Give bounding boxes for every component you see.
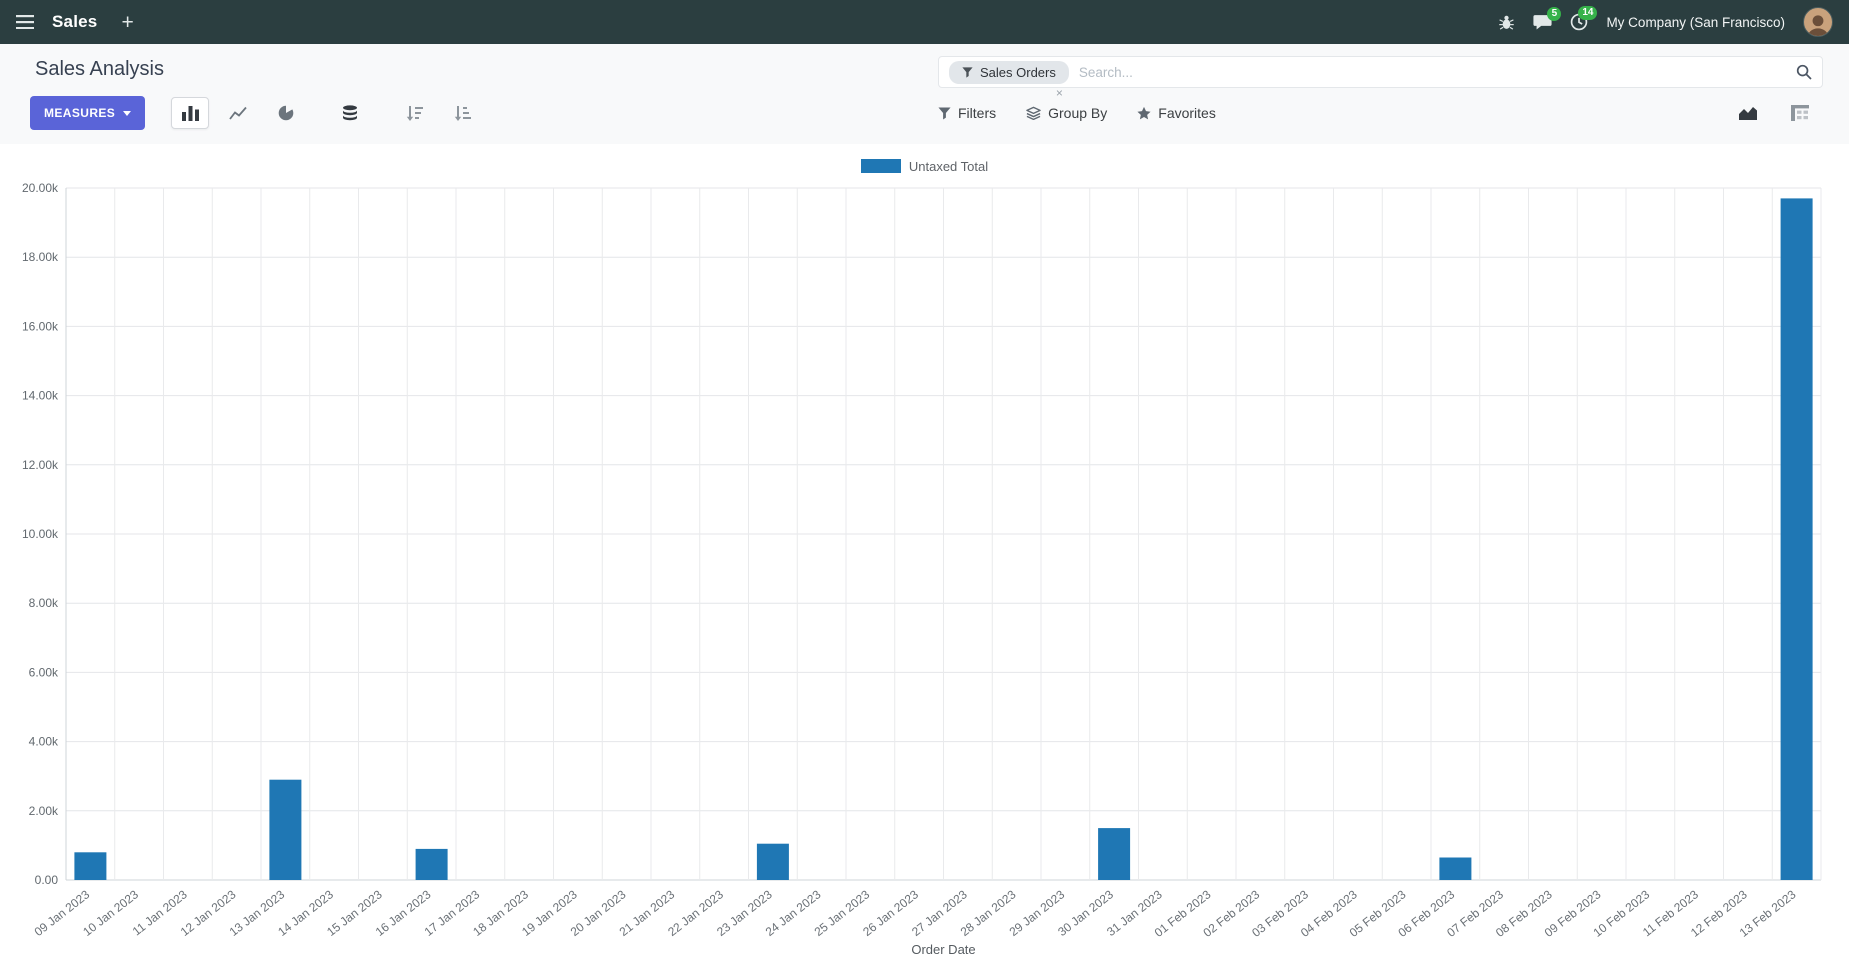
pivot-view-button[interactable] bbox=[1781, 97, 1819, 129]
y-tick-label: 0.00 bbox=[35, 873, 59, 887]
sort-ascending-button[interactable] bbox=[443, 97, 481, 129]
line-chart-button[interactable] bbox=[219, 97, 257, 129]
menu-icon[interactable] bbox=[16, 15, 34, 29]
plus-icon[interactable]: + bbox=[121, 10, 134, 34]
facet-remove-button[interactable]: × bbox=[1055, 85, 1063, 100]
bar-chart[interactable]: 0.00 2.00k 4.00k 6.00k 8.00k 10.00k 12.00k 14.0… bbox=[16, 180, 1833, 958]
filter-icon bbox=[938, 106, 951, 120]
messages-badge: 5 bbox=[1547, 6, 1562, 21]
chart-area: Untaxed Total 0.00 2.00k 4.00k 6.00k 8.00k 10… bbox=[0, 144, 1849, 958]
layers-icon bbox=[1026, 106, 1041, 120]
company-switcher[interactable]: My Company (San Francisco) bbox=[1606, 14, 1785, 30]
activities-badge: 14 bbox=[1578, 6, 1598, 20]
favorites-button[interactable]: Favorites bbox=[1137, 105, 1216, 121]
y-tick-label: 2.00k bbox=[29, 804, 59, 818]
x-axis-title: Order Date bbox=[911, 942, 975, 957]
chevron-down-icon bbox=[123, 110, 132, 116]
app-name[interactable]: Sales bbox=[52, 12, 98, 31]
sort-descending-button[interactable] bbox=[395, 97, 433, 129]
chart-bar[interactable]: 06 Feb 2023: 650 bbox=[1439, 857, 1472, 881]
page-title: Sales Analysis bbox=[35, 58, 164, 80]
chart-bar[interactable]: 30 Jan 2023: 1500 bbox=[1098, 828, 1131, 880]
search-bar[interactable]: Sales Orders × bbox=[938, 56, 1823, 99]
chart-bar[interactable]: 23 Jan 2023: 1050 bbox=[756, 843, 789, 880]
area-chart-icon bbox=[1739, 107, 1757, 120]
filters-button[interactable]: Filters bbox=[938, 105, 996, 121]
bar-chart-button[interactable] bbox=[171, 97, 210, 129]
filters-label: Filters bbox=[958, 105, 997, 121]
chart-legend[interactable]: Untaxed Total bbox=[0, 156, 1849, 176]
group-by-button[interactable]: Group By bbox=[1026, 105, 1107, 121]
measures-button[interactable]: MEASURES bbox=[30, 96, 146, 130]
y-tick-label: 12.00k bbox=[22, 458, 59, 472]
chart-bar[interactable]: 13 Jan 2023: 2900 bbox=[269, 779, 302, 880]
search-input[interactable] bbox=[1068, 64, 1796, 80]
messages-icon[interactable]: 5 bbox=[1533, 6, 1562, 31]
y-tick-label: 16.00k bbox=[22, 319, 59, 333]
graph-view-button[interactable] bbox=[1729, 97, 1767, 129]
y-tick-label: 8.00k bbox=[29, 596, 59, 610]
y-tick-label: 10.00k bbox=[22, 527, 59, 541]
measures-label: MEASURES bbox=[44, 106, 116, 120]
chart-bar[interactable]: 16 Jan 2023: 900 bbox=[415, 848, 448, 880]
search-icon[interactable] bbox=[1796, 64, 1812, 80]
chart-bar[interactable]: 13 Feb 2023: 19700 bbox=[1780, 198, 1813, 880]
favorites-label: Favorites bbox=[1158, 105, 1216, 121]
activities-icon[interactable]: 14 bbox=[1570, 6, 1598, 31]
stacked-toggle-button[interactable] bbox=[331, 97, 369, 129]
search-facet-label: Sales Orders bbox=[980, 64, 1056, 80]
top-navbar: Sales + 5 14 My Company (San Francisco) bbox=[0, 0, 1849, 44]
legend-color-swatch bbox=[860, 159, 901, 173]
y-tick-label: 18.00k bbox=[22, 250, 59, 264]
star-icon bbox=[1137, 106, 1151, 120]
search-facet[interactable]: Sales Orders × bbox=[949, 60, 1069, 99]
y-tick-label: 6.00k bbox=[29, 665, 59, 679]
y-tick-label: 4.00k bbox=[29, 735, 59, 749]
chart-bar[interactable]: 09 Jan 2023: 800 bbox=[74, 852, 107, 880]
control-panel: Sales Analysis Sales Orders × MEASURES bbox=[0, 44, 1849, 144]
filter-facet-icon bbox=[962, 66, 973, 78]
bug-icon[interactable] bbox=[1498, 14, 1515, 31]
y-tick-label: 14.00k bbox=[22, 389, 59, 403]
legend-label[interactable]: Untaxed Total bbox=[908, 158, 989, 174]
pie-chart-button[interactable] bbox=[267, 97, 305, 129]
group-by-label: Group By bbox=[1048, 105, 1108, 121]
y-tick-label: 20.00k bbox=[22, 181, 59, 195]
avatar[interactable] bbox=[1803, 7, 1833, 37]
pivot-table-icon bbox=[1791, 105, 1809, 121]
